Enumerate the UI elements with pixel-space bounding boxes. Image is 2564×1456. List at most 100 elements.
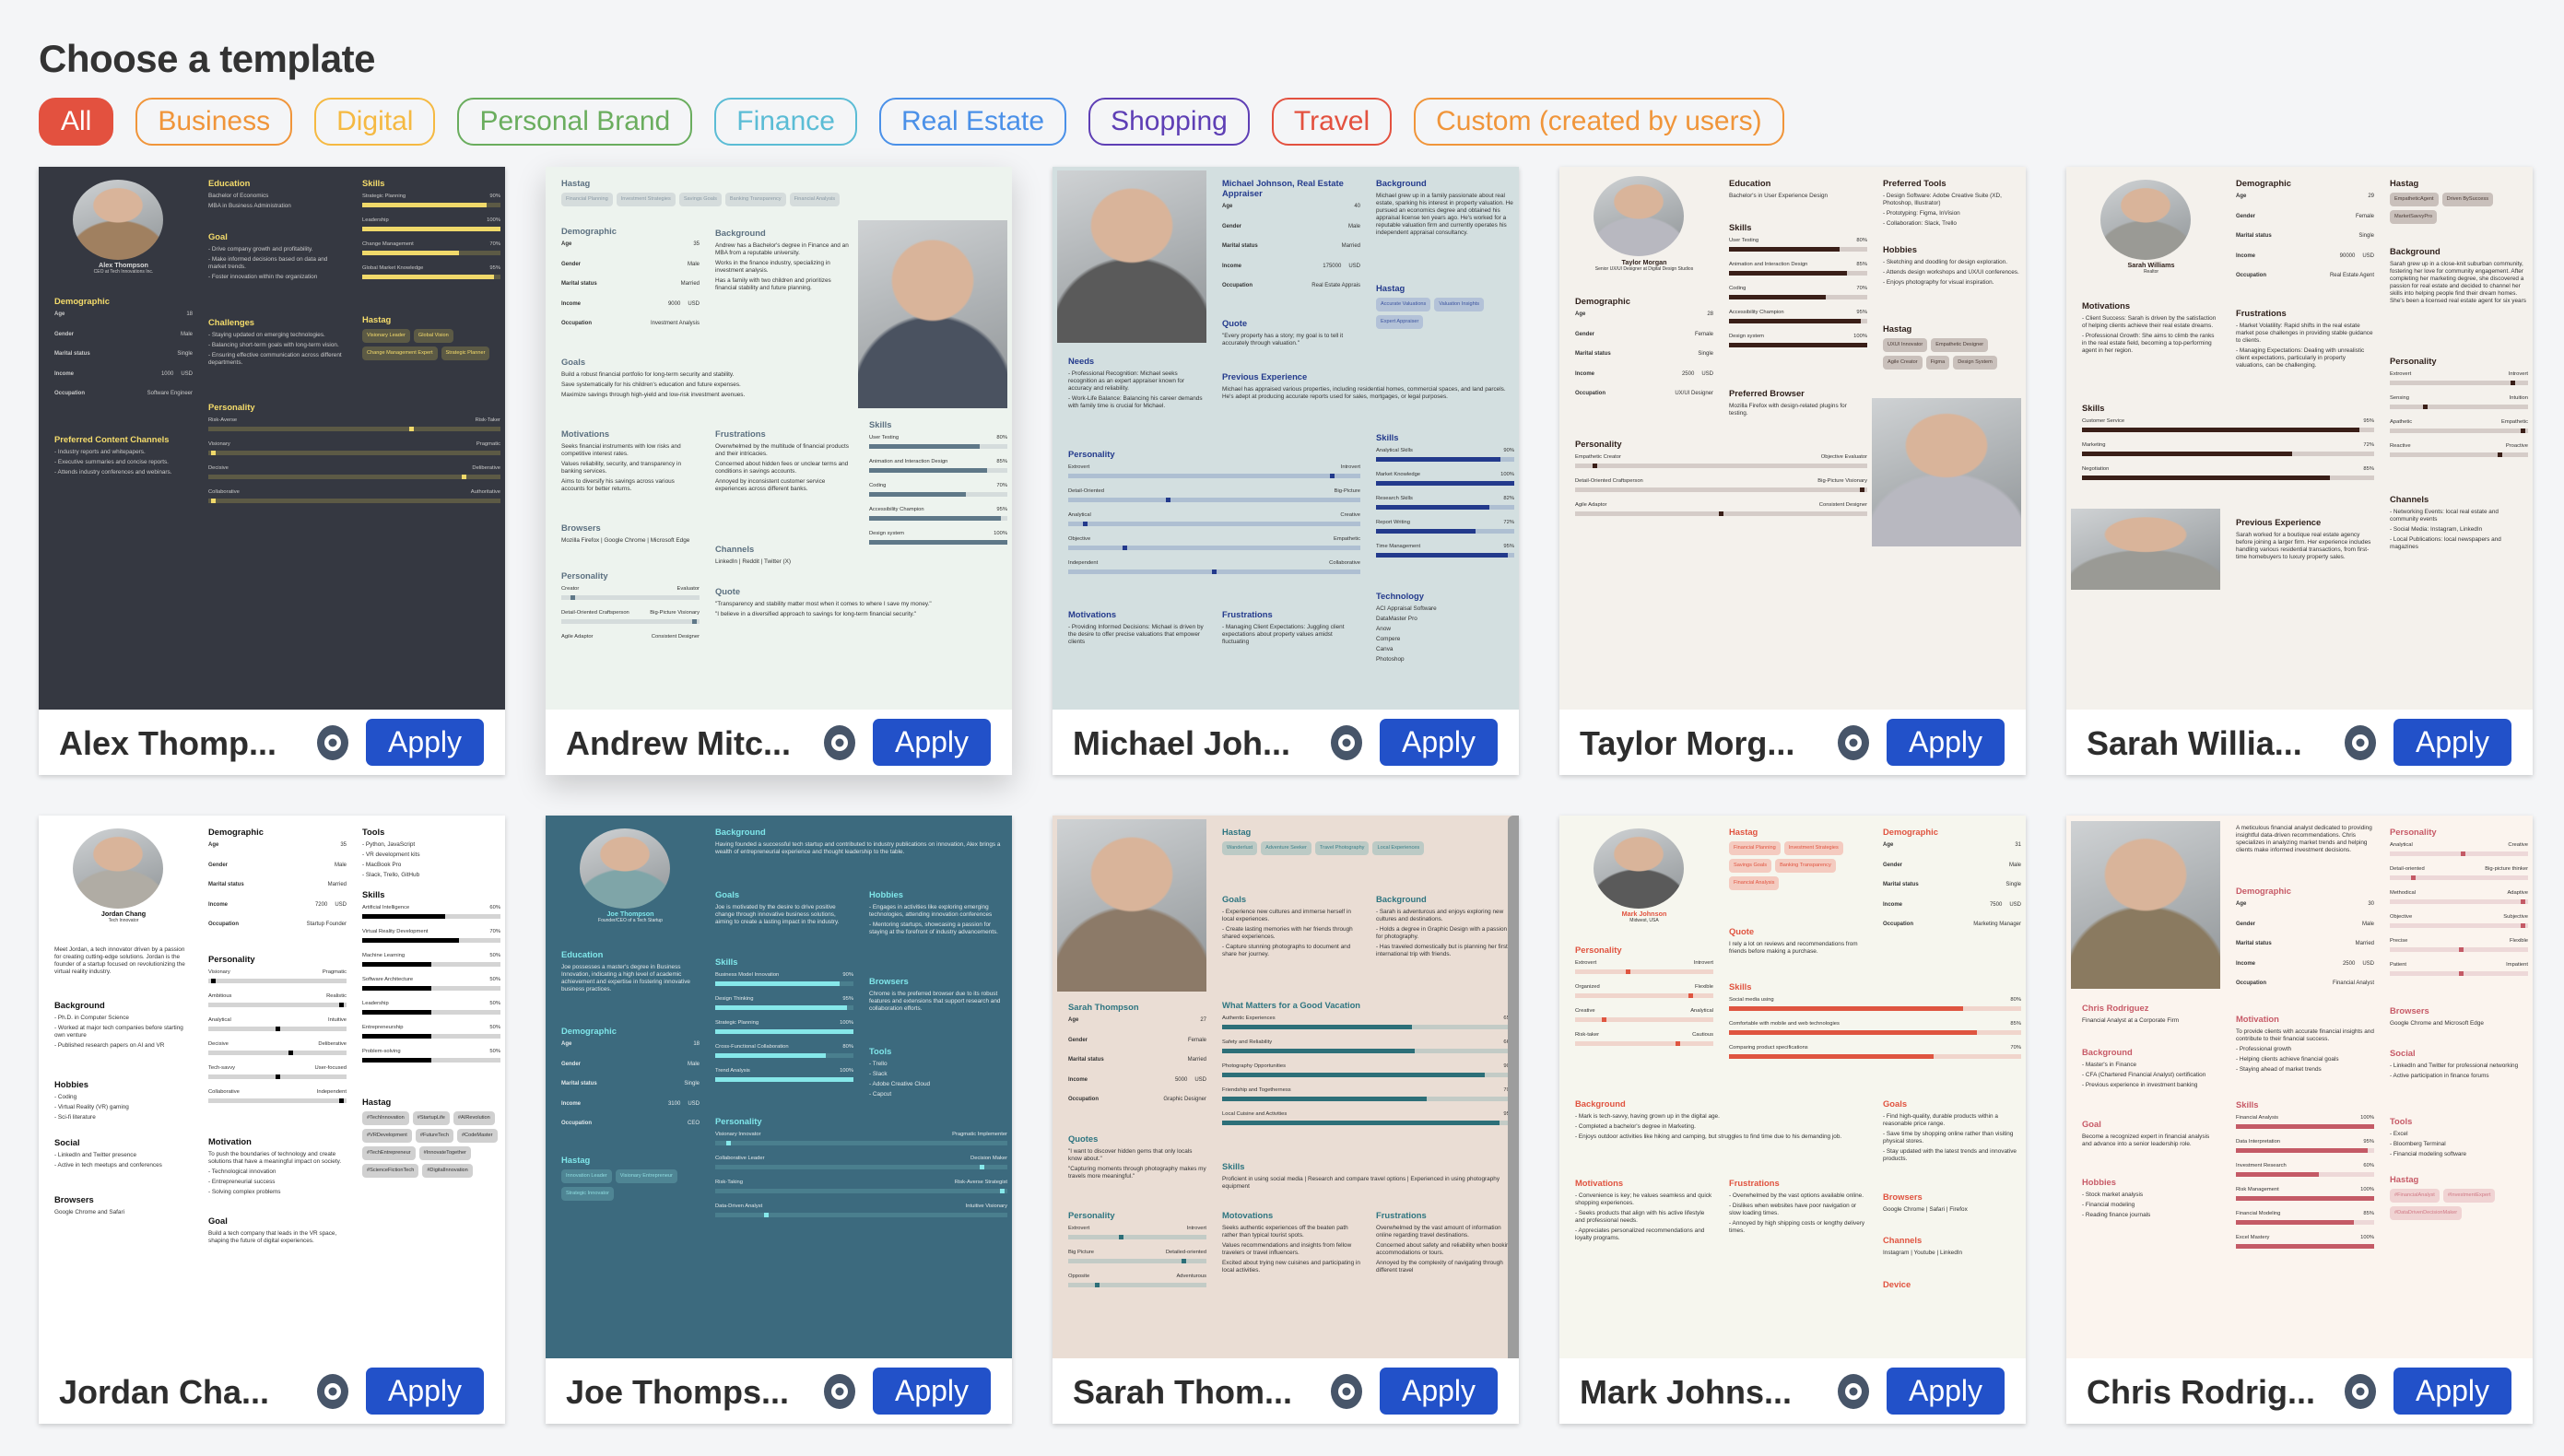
skill-percent: 100% <box>2360 1235 2374 1240</box>
section-hastag: Hastag UXUI Innovator Empathetic Designer A… <box>1883 323 2021 370</box>
skill-item: Animation and Interaction Design 85% <box>1729 261 1867 276</box>
skill-bar <box>362 251 500 255</box>
eye-icon[interactable] <box>314 724 351 761</box>
section-text: - Capcut <box>869 1091 892 1098</box>
template-preview[interactable]: Jordan Chang Tech Innovator Meet Jordan, a… <box>39 816 505 1358</box>
demographic-label: Income <box>561 1100 582 1107</box>
section-heading: Hastag <box>2390 178 2419 188</box>
apply-button[interactable]: Apply <box>1380 719 1498 766</box>
trait-labels: Visionary Innovator Pragmatic Implementer <box>715 1131 1007 1138</box>
filter-custom-created-by-users[interactable]: Custom (created by users) <box>1414 98 1784 146</box>
eye-icon[interactable] <box>1835 724 1872 761</box>
persona-photo <box>1872 398 2021 546</box>
trait-right: Detailed-oriented <box>1165 1250 1206 1255</box>
section-heading: Hastag <box>561 1155 591 1165</box>
filter-finance[interactable]: Finance <box>714 98 857 146</box>
template-preview[interactable]: Alex Thompson CEO at Tech Innovations Inc… <box>39 167 505 710</box>
apply-button[interactable]: Apply <box>366 719 484 766</box>
template-card[interactable]: Joe Thompson Founder/CEO of a Tech Startu… <box>546 816 1012 1424</box>
card-footer: Sarah Thom... Apply <box>1053 1358 1519 1424</box>
preview-scrollbar[interactable] <box>1508 816 1519 1358</box>
template-card[interactable]: Chris Rodriguez Financial Analyst at a Co… <box>2066 816 2533 1424</box>
apply-button[interactable]: Apply <box>873 1368 991 1415</box>
template-card[interactable]: Alex Thompson CEO at Tech Innovations Inc… <box>39 167 505 775</box>
skill-label-row: Machine Learning 50% <box>362 952 500 959</box>
hashtag: #FutureTech <box>415 1129 453 1143</box>
persona-name: Jordan Chang <box>100 910 147 918</box>
card-footer: Jordan Cha... Apply <box>39 1358 505 1424</box>
skill-bar <box>2236 1244 2374 1249</box>
apply-button[interactable]: Apply <box>2393 1368 2511 1415</box>
apply-button[interactable]: Apply <box>1887 719 2005 766</box>
trait-right: Evaluator <box>676 586 700 592</box>
template-name: Michael Joh... <box>1073 724 1291 762</box>
template-preview[interactable]: Sarah Williams Realtor Motivations - Client… <box>2066 167 2533 710</box>
trait-right: Risk-Taker <box>475 417 500 423</box>
skill-percent: 85% <box>2010 1021 2021 1027</box>
filter-digital[interactable]: Digital <box>314 98 436 146</box>
template-preview[interactable]: Taylor Morgan Senior UX/UI Designer at Di… <box>1559 167 2026 710</box>
trait-left: Empathetic Creator <box>1575 454 1621 460</box>
section-profile: Joe Thompson Founder/CEO of a Tech Startu… <box>561 910 700 924</box>
trait-left: Visionary <box>208 969 230 975</box>
tag-list: Wanderlust Adventure Seeker Travel Photogr… <box>1222 841 1514 855</box>
template-preview[interactable]: Chris Rodriguez Financial Analyst at a Co… <box>2066 816 2533 1358</box>
template-card[interactable]: Sarah Williams Realtor Motivations - Client… <box>2066 167 2533 775</box>
section-heading: Personality <box>1068 449 1115 459</box>
template-preview[interactable]: Joe Thompson Founder/CEO of a Tech Startu… <box>546 816 1012 1358</box>
skill-name: Local Cuisine and Activities <box>1222 1111 1288 1117</box>
trait-right: Introvert <box>1186 1226 1206 1231</box>
eye-icon[interactable] <box>821 1373 858 1410</box>
apply-button[interactable]: Apply <box>873 719 991 766</box>
apply-button[interactable]: Apply <box>2393 719 2511 766</box>
filter-shopping[interactable]: Shopping <box>1088 98 1250 146</box>
section-heading: Demographic <box>561 1026 617 1036</box>
filter-business[interactable]: Business <box>135 98 293 146</box>
apply-button[interactable]: Apply <box>1380 1368 1498 1415</box>
template-card[interactable]: Mark Johnson Midwest, USA Personality Extro… <box>1559 816 2026 1424</box>
hashtag: Travel Photography <box>1314 841 1370 855</box>
template-preview[interactable]: Sarah Thompson Age 27 Gender Female Marital s… <box>1053 816 1519 1358</box>
section-text: - Overwhelmed by the vast options availa… <box>1729 1192 1864 1199</box>
skill-bar <box>362 275 500 279</box>
template-card[interactable]: Jordan Chang Tech Innovator Meet Jordan, a… <box>39 816 505 1424</box>
eye-icon[interactable] <box>1835 1373 1872 1410</box>
trait-track <box>208 1074 347 1079</box>
section-heading: Motivations <box>2082 300 2131 311</box>
trait-track <box>1575 487 1867 492</box>
template-preview[interactable]: Hastag Financial Planning Investment Strat… <box>546 167 1012 710</box>
template-card[interactable]: Michael Johnson, Real Estate Appraiser Ag… <box>1053 167 1519 775</box>
filter-personal-brand[interactable]: Personal Brand <box>457 98 693 146</box>
eye-icon[interactable] <box>821 724 858 761</box>
template-preview[interactable]: Mark Johnson Midwest, USA Personality Extro… <box>1559 816 2026 1358</box>
eye-icon[interactable] <box>1328 1373 1365 1410</box>
template-card[interactable]: Hastag Financial Planning Investment Strat… <box>546 167 1012 775</box>
demographic-label: Age <box>1068 1017 1079 1023</box>
template-card[interactable]: Taylor Morgan Senior UX/UI Designer at Di… <box>1559 167 2026 775</box>
filter-real-estate[interactable]: Real Estate <box>878 98 1067 146</box>
skill-bar <box>715 1029 853 1034</box>
apply-button[interactable]: Apply <box>1887 1368 2005 1415</box>
apply-button[interactable]: Apply <box>366 1368 484 1415</box>
eye-icon[interactable] <box>314 1373 351 1410</box>
skill-item: User Testing 80% <box>1729 237 1867 252</box>
persona-photo <box>1594 176 1684 256</box>
template-preview[interactable]: Michael Johnson, Real Estate Appraiser Ag… <box>1053 167 1519 710</box>
section-heading: Skills <box>715 957 738 967</box>
trait-marker <box>1082 522 1088 526</box>
eye-icon[interactable] <box>1328 724 1365 761</box>
trait-right: Creative <box>2508 842 2528 848</box>
section-text: - Coding <box>54 1094 77 1100</box>
trait-slider: Empathetic Creator Objective Evaluator <box>1575 453 1867 468</box>
trait-right: Authoritative <box>470 489 500 495</box>
value: Male <box>2008 862 2021 868</box>
filter-all[interactable]: All <box>39 98 114 146</box>
eye-icon[interactable] <box>2342 724 2379 761</box>
demographic-value: 7200 USD <box>315 901 347 922</box>
filter-travel[interactable]: Travel <box>1271 98 1393 146</box>
skill-label-row: Investment Research 60% <box>2236 1162 2374 1169</box>
skill-percent: 100% <box>1500 472 1514 477</box>
template-card[interactable]: Sarah Thompson Age 27 Gender Female Marital s… <box>1053 816 1519 1424</box>
skill-label-row: Comfortable with mobile and web technolo… <box>1729 1020 2021 1027</box>
eye-icon[interactable] <box>2342 1373 2379 1410</box>
